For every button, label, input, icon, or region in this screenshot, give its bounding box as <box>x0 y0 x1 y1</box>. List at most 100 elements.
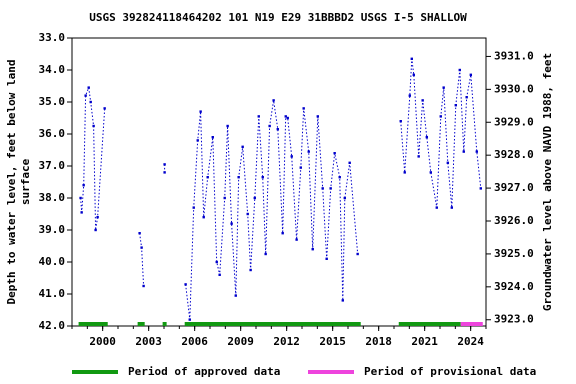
data-point <box>325 257 328 260</box>
data-point <box>94 228 97 232</box>
y2-tick-label: 3930.0 <box>494 82 534 95</box>
x-tick-label: 2021 <box>411 335 438 348</box>
x-tick-label: 2018 <box>365 335 392 348</box>
data-point <box>450 206 454 209</box>
data-point <box>442 86 445 89</box>
data-point <box>192 206 195 209</box>
data-point <box>311 248 314 251</box>
data-point <box>89 100 92 104</box>
data-point <box>96 216 99 219</box>
data-point <box>163 163 166 166</box>
data-point <box>307 150 310 153</box>
data-point <box>302 107 305 110</box>
data-point <box>410 57 413 60</box>
data-point <box>316 115 319 118</box>
data-point <box>264 252 267 256</box>
data-point <box>284 115 287 118</box>
data-point <box>241 145 244 148</box>
data-point <box>341 299 344 302</box>
data-point <box>338 176 341 179</box>
y2-tick-label: 3928.0 <box>494 148 534 161</box>
x-tick-label: 2006 <box>181 335 208 348</box>
y-tick-label: 36.0 <box>39 127 66 140</box>
chart-title: USGS 392824118464202 101 N19 E29 31BBBD2… <box>89 11 467 24</box>
y-axis-label-line: surface <box>19 158 32 205</box>
x-tick-label: 2003 <box>135 335 162 348</box>
data-point <box>249 268 252 272</box>
data-point <box>140 246 143 249</box>
data-point <box>184 283 187 286</box>
data-point <box>199 110 202 113</box>
data-point <box>465 96 468 99</box>
y-tick-label: 37.0 <box>39 159 66 172</box>
data-point <box>237 176 240 179</box>
data-point <box>87 86 90 89</box>
y-tick-label: 34.0 <box>39 63 66 76</box>
data-point <box>79 196 82 200</box>
data-point <box>202 216 205 219</box>
data-point <box>218 273 221 276</box>
data-point <box>475 150 478 153</box>
x-tick-label: 2015 <box>319 335 346 348</box>
data-point <box>84 94 87 97</box>
data-point <box>403 171 406 174</box>
data-point <box>80 211 83 214</box>
data-point <box>215 260 218 264</box>
data-point <box>211 136 214 139</box>
data-point <box>223 196 226 200</box>
data-point <box>261 176 264 179</box>
data-point <box>469 73 473 76</box>
plot-frame <box>71 37 487 327</box>
data-point <box>272 99 275 102</box>
data-point <box>290 155 293 158</box>
y-tick-label: 39.0 <box>39 223 66 236</box>
x-tick-label: 2000 <box>89 335 116 348</box>
y-tick-label: 38.0 <box>39 191 66 204</box>
data-point <box>246 212 249 216</box>
data-point <box>299 166 302 169</box>
data-point <box>138 232 141 235</box>
data-point <box>446 161 450 164</box>
legend-label: Period of approved data <box>128 365 280 378</box>
data-point <box>268 124 271 128</box>
legend-label: Period of provisional data <box>364 365 536 378</box>
y-tick-label: 41.0 <box>39 287 66 300</box>
data-point <box>188 318 191 321</box>
data-point <box>435 206 438 209</box>
data-point <box>321 187 324 190</box>
data-point <box>454 104 457 107</box>
data-point <box>295 238 298 241</box>
data-point <box>276 128 279 131</box>
data-point <box>425 136 429 139</box>
data-point <box>230 222 233 225</box>
data-line <box>80 58 482 320</box>
y2-tick-label: 3925.0 <box>494 247 534 260</box>
y-tick-label: 33.0 <box>39 31 66 44</box>
y-tick-label: 42.0 <box>39 319 66 332</box>
data-point <box>329 187 332 190</box>
data-point <box>333 152 336 155</box>
y-axis-label-line: Depth to water level, feet below land <box>5 59 18 304</box>
data-point <box>92 124 95 128</box>
y2-tick-label: 3929.0 <box>494 115 534 128</box>
data-point <box>103 107 106 110</box>
data-point <box>356 252 359 256</box>
data-point <box>421 99 424 102</box>
data-point <box>439 115 442 118</box>
data-point <box>286 116 289 120</box>
data-point <box>234 294 237 297</box>
data-point <box>479 187 482 190</box>
data-point <box>399 120 402 123</box>
data-point <box>348 161 351 164</box>
x-tick-label: 2009 <box>227 335 254 348</box>
data-point <box>257 115 260 118</box>
x-tick-label: 2012 <box>273 335 300 348</box>
y2-tick-label: 3923.0 <box>494 313 534 326</box>
data-point <box>206 176 209 179</box>
y2-tick-label: 3927.0 <box>494 181 534 194</box>
data-point <box>343 196 346 200</box>
data-point <box>163 171 166 174</box>
data-point <box>281 232 284 235</box>
y-tick-label: 40.0 <box>39 255 66 268</box>
y2-tick-label: 3931.0 <box>494 49 534 62</box>
